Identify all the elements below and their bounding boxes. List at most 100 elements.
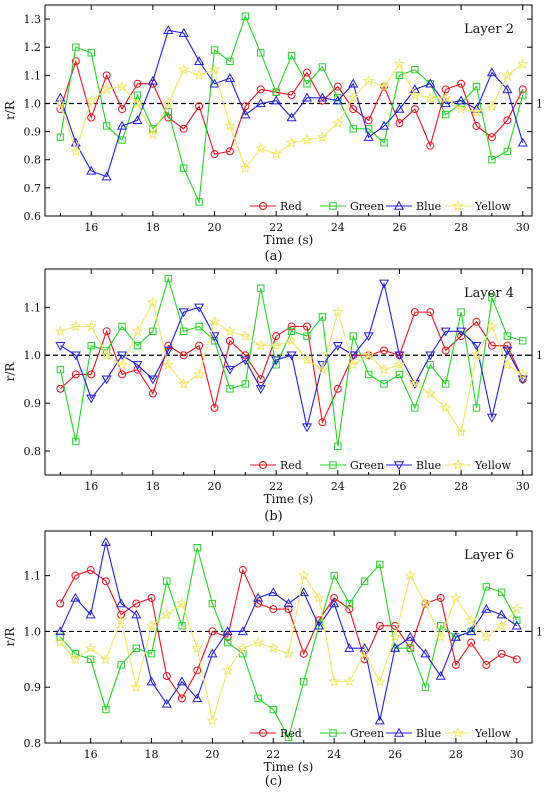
data-point-yellow [70, 145, 82, 157]
data-point-blue [486, 413, 497, 423]
data-point-blue [55, 92, 66, 102]
data-point-green [223, 638, 232, 647]
data-point-red [497, 649, 506, 658]
panel-layer-4: 16 18 20 22 24 26 28 30 0.8 0.9 1.0 1.1 1 Layer 4 Red G… [3, 268, 543, 524]
panel-title: Layer 6 [464, 548, 514, 563]
data-point-yellow [162, 358, 174, 370]
data-point-blue [301, 423, 313, 433]
legend-marker-blue [393, 200, 405, 210]
panel-title: Layer 2 [464, 22, 514, 37]
data-point-blue [240, 109, 251, 119]
data-point-red [487, 341, 496, 350]
x-tick-label: 22 [269, 221, 283, 234]
x-tick-label: 28 [449, 748, 463, 761]
data-point-blue [435, 670, 446, 680]
data-point-red [436, 593, 445, 602]
data-point-yellow [316, 131, 329, 143]
data-point-blue [363, 332, 374, 342]
x-tick-label: 24 [331, 221, 345, 234]
legend-label-yellow: Yellow [474, 459, 511, 472]
data-point-blue [178, 27, 189, 37]
data-point-blue [101, 375, 112, 385]
data-point-green [334, 442, 342, 450]
data-point-red [302, 322, 311, 331]
data-point-red [118, 105, 127, 114]
data-point-blue [313, 620, 324, 630]
data-point-yellow [298, 569, 310, 581]
data-point-yellow [224, 119, 236, 131]
data-point-green [257, 284, 265, 292]
data-point-green [269, 705, 277, 714]
data-point-yellow [70, 320, 82, 332]
data-point-blue [425, 351, 436, 361]
data-point-yellow [332, 306, 344, 317]
data-point-blue [116, 120, 128, 130]
x-tick-label: 18 [146, 480, 160, 493]
data-point-red [364, 116, 373, 125]
data-point-yellow [131, 97, 144, 109]
data-point-blue [192, 693, 203, 703]
data-point-yellow [69, 653, 82, 665]
data-point-green [330, 571, 338, 580]
data-point-green [287, 51, 296, 60]
data-point-green [149, 125, 157, 133]
data-point-yellow [316, 363, 329, 375]
data-point-yellow [313, 591, 325, 603]
data-point-blue [486, 67, 497, 77]
data-point-green [195, 198, 203, 206]
data-point-red [117, 610, 126, 619]
data-point-blue [163, 346, 174, 356]
data-point-red [148, 389, 157, 398]
data-point-blue [224, 365, 235, 375]
data-point-yellow [54, 325, 67, 337]
data-point-green [376, 560, 384, 569]
data-point-blue [317, 92, 328, 102]
data-point-green [210, 46, 219, 54]
data-point-green [334, 94, 342, 102]
data-point-red [482, 660, 491, 669]
legend-label-red: Red [280, 200, 302, 213]
data-point-red [318, 418, 327, 427]
data-point-yellow [208, 315, 221, 327]
data-point-green [180, 327, 188, 335]
y-tick-label: 1.0 [24, 97, 42, 110]
data-point-red [451, 660, 460, 669]
data-point-yellow [450, 591, 462, 603]
data-point-yellow [439, 401, 452, 413]
x-tick-label: 24 [331, 480, 345, 493]
data-point-red [225, 147, 234, 156]
series-line-green [59, 14, 524, 205]
legend-label-green: Green [350, 727, 384, 740]
data-point-green [226, 57, 234, 65]
data-point-blue [85, 609, 96, 619]
data-point-yellow [455, 425, 467, 437]
data-point-blue [394, 103, 405, 113]
data-point-yellow [285, 136, 298, 148]
x-tick-label: 30 [516, 221, 530, 234]
data-point-red [518, 85, 527, 94]
data-point-yellow [511, 603, 523, 614]
data-point-blue [255, 98, 266, 108]
data-point-red [71, 57, 80, 66]
y-tick-label: 0.6 [24, 210, 42, 223]
data-point-blue [286, 112, 297, 122]
data-point-green [406, 644, 414, 652]
data-point-green [180, 164, 188, 172]
legend-marker-red [259, 461, 267, 469]
y-axis-label: r/R [3, 100, 17, 120]
data-point-green [226, 385, 234, 393]
x-axis-label: Time (s) [264, 492, 314, 506]
data-point-blue [466, 626, 477, 636]
data-point-green [287, 327, 296, 335]
data-point-green [488, 156, 496, 164]
legend-label-yellow: Yellow [474, 727, 511, 740]
data-point-yellow [328, 675, 340, 687]
data-point-yellow [424, 91, 436, 103]
data-point-green [503, 147, 512, 155]
data-point-red [349, 105, 358, 114]
data-point-blue [440, 98, 451, 108]
data-point-green [254, 694, 262, 703]
data-point-blue [394, 351, 405, 361]
series-line-red [60, 311, 524, 425]
data-point-green [272, 88, 280, 96]
